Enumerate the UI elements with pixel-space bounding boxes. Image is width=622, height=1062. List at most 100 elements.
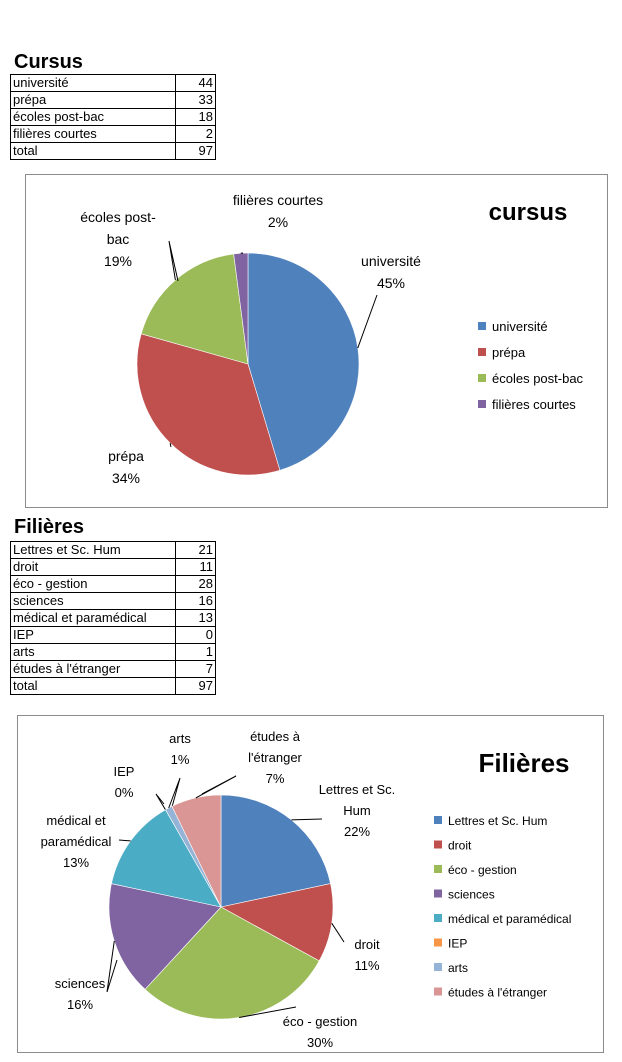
pie-slice [247, 252, 360, 471]
filieres-row-value: 16 [175, 592, 216, 610]
slice-percent-label: 2% [268, 214, 288, 230]
cursus-row-value: 97 [175, 142, 216, 160]
legend-swatch [478, 374, 486, 382]
cursus-row-value: 2 [175, 125, 216, 143]
filieres-table-row: médical et paramédical 13 [10, 609, 216, 627]
leader-line [239, 1006, 297, 1018]
filieres-row-label: sciences [10, 592, 176, 610]
slice-category-label: bac [107, 231, 130, 247]
filieres-row-label: éco - gestion [10, 575, 176, 593]
cursus-row-label: filières courtes [10, 125, 176, 143]
chart-title: cursus [489, 199, 568, 226]
legend-swatch [478, 348, 486, 356]
slice-category-label: arts [169, 731, 191, 746]
slice-percent-label: 16% [67, 997, 93, 1012]
legend-swatch [478, 400, 486, 408]
slice-category-label: éco - gestion [283, 1014, 357, 1029]
legend-label: filières courtes [492, 397, 576, 412]
filieres-table-row: total 97 [10, 677, 216, 695]
legend-swatch [434, 840, 442, 849]
slice-percent-label: 7% [266, 771, 285, 786]
legend-label: études à l'étranger [448, 986, 547, 1000]
legend-swatch [434, 914, 442, 922]
legend-label: médical et paramédical [448, 912, 571, 926]
filieres-row-value: 1 [175, 643, 216, 661]
filieres-table-row: études à l'étranger 7 [10, 660, 216, 678]
cursus-table: université 44 prépa 33 écoles post-bac 18 fili… [10, 74, 216, 160]
slice-percent-label: 22% [344, 824, 370, 839]
slice-category-label: droit [354, 937, 380, 952]
filieres-table-row: arts 1 [10, 643, 216, 661]
cursus-row-value: 33 [175, 91, 216, 109]
slice-category-label: prépa [108, 448, 144, 464]
pie-slice [111, 809, 222, 908]
cursus-table-row: prépa 33 [10, 91, 216, 109]
cursus-row-label: université [10, 74, 176, 92]
slice-percent-label: 45% [377, 275, 405, 291]
pie-slice [140, 253, 249, 365]
filieres-table-row: Lettres et Sc. Hum 21 [10, 541, 216, 559]
leader-line [118, 839, 131, 842]
pie-slice [144, 906, 320, 1020]
legend-label: droit [448, 839, 472, 853]
legend-swatch [478, 322, 486, 330]
legend-label: prépa [492, 345, 526, 360]
slice-category-label: études à [250, 729, 301, 744]
filieres-heading: Filières [14, 516, 85, 538]
leader-line [168, 240, 179, 282]
cursus-table-row: université 44 [10, 74, 216, 92]
slice-percent-label: 13% [63, 855, 89, 870]
leader-line [169, 442, 172, 448]
slice-category-label: l'étranger [248, 750, 302, 765]
filieres-row-label: total [10, 677, 176, 695]
legend-label: IEP [448, 937, 467, 951]
legend-swatch [434, 889, 442, 898]
slice-category-label: paramédical [41, 834, 112, 849]
cursus-row-value: 44 [175, 74, 216, 92]
leader-line [331, 923, 345, 943]
filieres-row-value: 21 [175, 541, 216, 559]
slice-category-label: écoles post- [80, 209, 156, 225]
filieres-row-label: arts [10, 643, 176, 661]
legend-label: écoles post-bac [492, 371, 584, 386]
filieres-table-row: sciences 16 [10, 592, 216, 610]
filieres-table: Lettres et Sc. Hum 21 droit 11 éco - gestion… [10, 541, 216, 695]
slice-percent-label: 19% [104, 253, 132, 269]
slice-percent-label: 0% [115, 785, 134, 800]
leader-line [357, 294, 378, 349]
filieres-row-value: 28 [175, 575, 216, 593]
filieres-row-value: 13 [175, 609, 216, 627]
slice-category-label: IEP [114, 764, 135, 779]
legend-swatch [434, 865, 442, 873]
legend-label: éco - gestion [448, 863, 517, 877]
filieres-table-row: droit 11 [10, 558, 216, 576]
filieres-row-value: 7 [175, 660, 216, 678]
filieres-row-label: droit [10, 558, 176, 576]
filieres-row-label: Lettres et Sc. Hum [10, 541, 176, 559]
filieres-row-label: études à l'étranger [10, 660, 176, 678]
slice-category-label: université [361, 253, 421, 269]
cursus-pie-chart: université 45% prépa 34% écoles post-bac 19% f… [80, 192, 584, 486]
cursus-chart: université 45% prépa 34% écoles post-bac 19% f… [25, 174, 608, 508]
slice-category-label: Hum [343, 803, 370, 818]
filieres-row-value: 97 [175, 677, 216, 695]
slice-percent-label: 34% [112, 470, 140, 486]
legend-swatch [434, 963, 442, 971]
filieres-row-value: 0 [175, 626, 216, 644]
slice-percent-label: 30% [307, 1035, 333, 1050]
slice-category-label: sciences [55, 976, 106, 991]
filieres-pie-chart: Lettres et Sc. Hum 22% droit 11% éco - gestio… [41, 729, 572, 1050]
cursus-table-row: total 97 [10, 142, 216, 160]
leader-line [168, 777, 181, 809]
slice-category-label: Lettres et Sc. [319, 782, 396, 797]
legend-label: université [492, 319, 548, 334]
cursus-table-row: filières courtes 2 [10, 125, 216, 143]
slice-category-label: médical et [46, 813, 106, 828]
slice-percent-label: 11% [354, 958, 379, 973]
cursus-row-label: écoles post-bac [10, 108, 176, 126]
filieres-table-row: IEP 0 [10, 626, 216, 644]
leader-line [106, 940, 118, 993]
filieres-row-value: 11 [175, 558, 216, 576]
filieres-row-label: médical et paramédical [10, 609, 176, 627]
cursus-table-row: écoles post-bac 18 [10, 108, 216, 126]
